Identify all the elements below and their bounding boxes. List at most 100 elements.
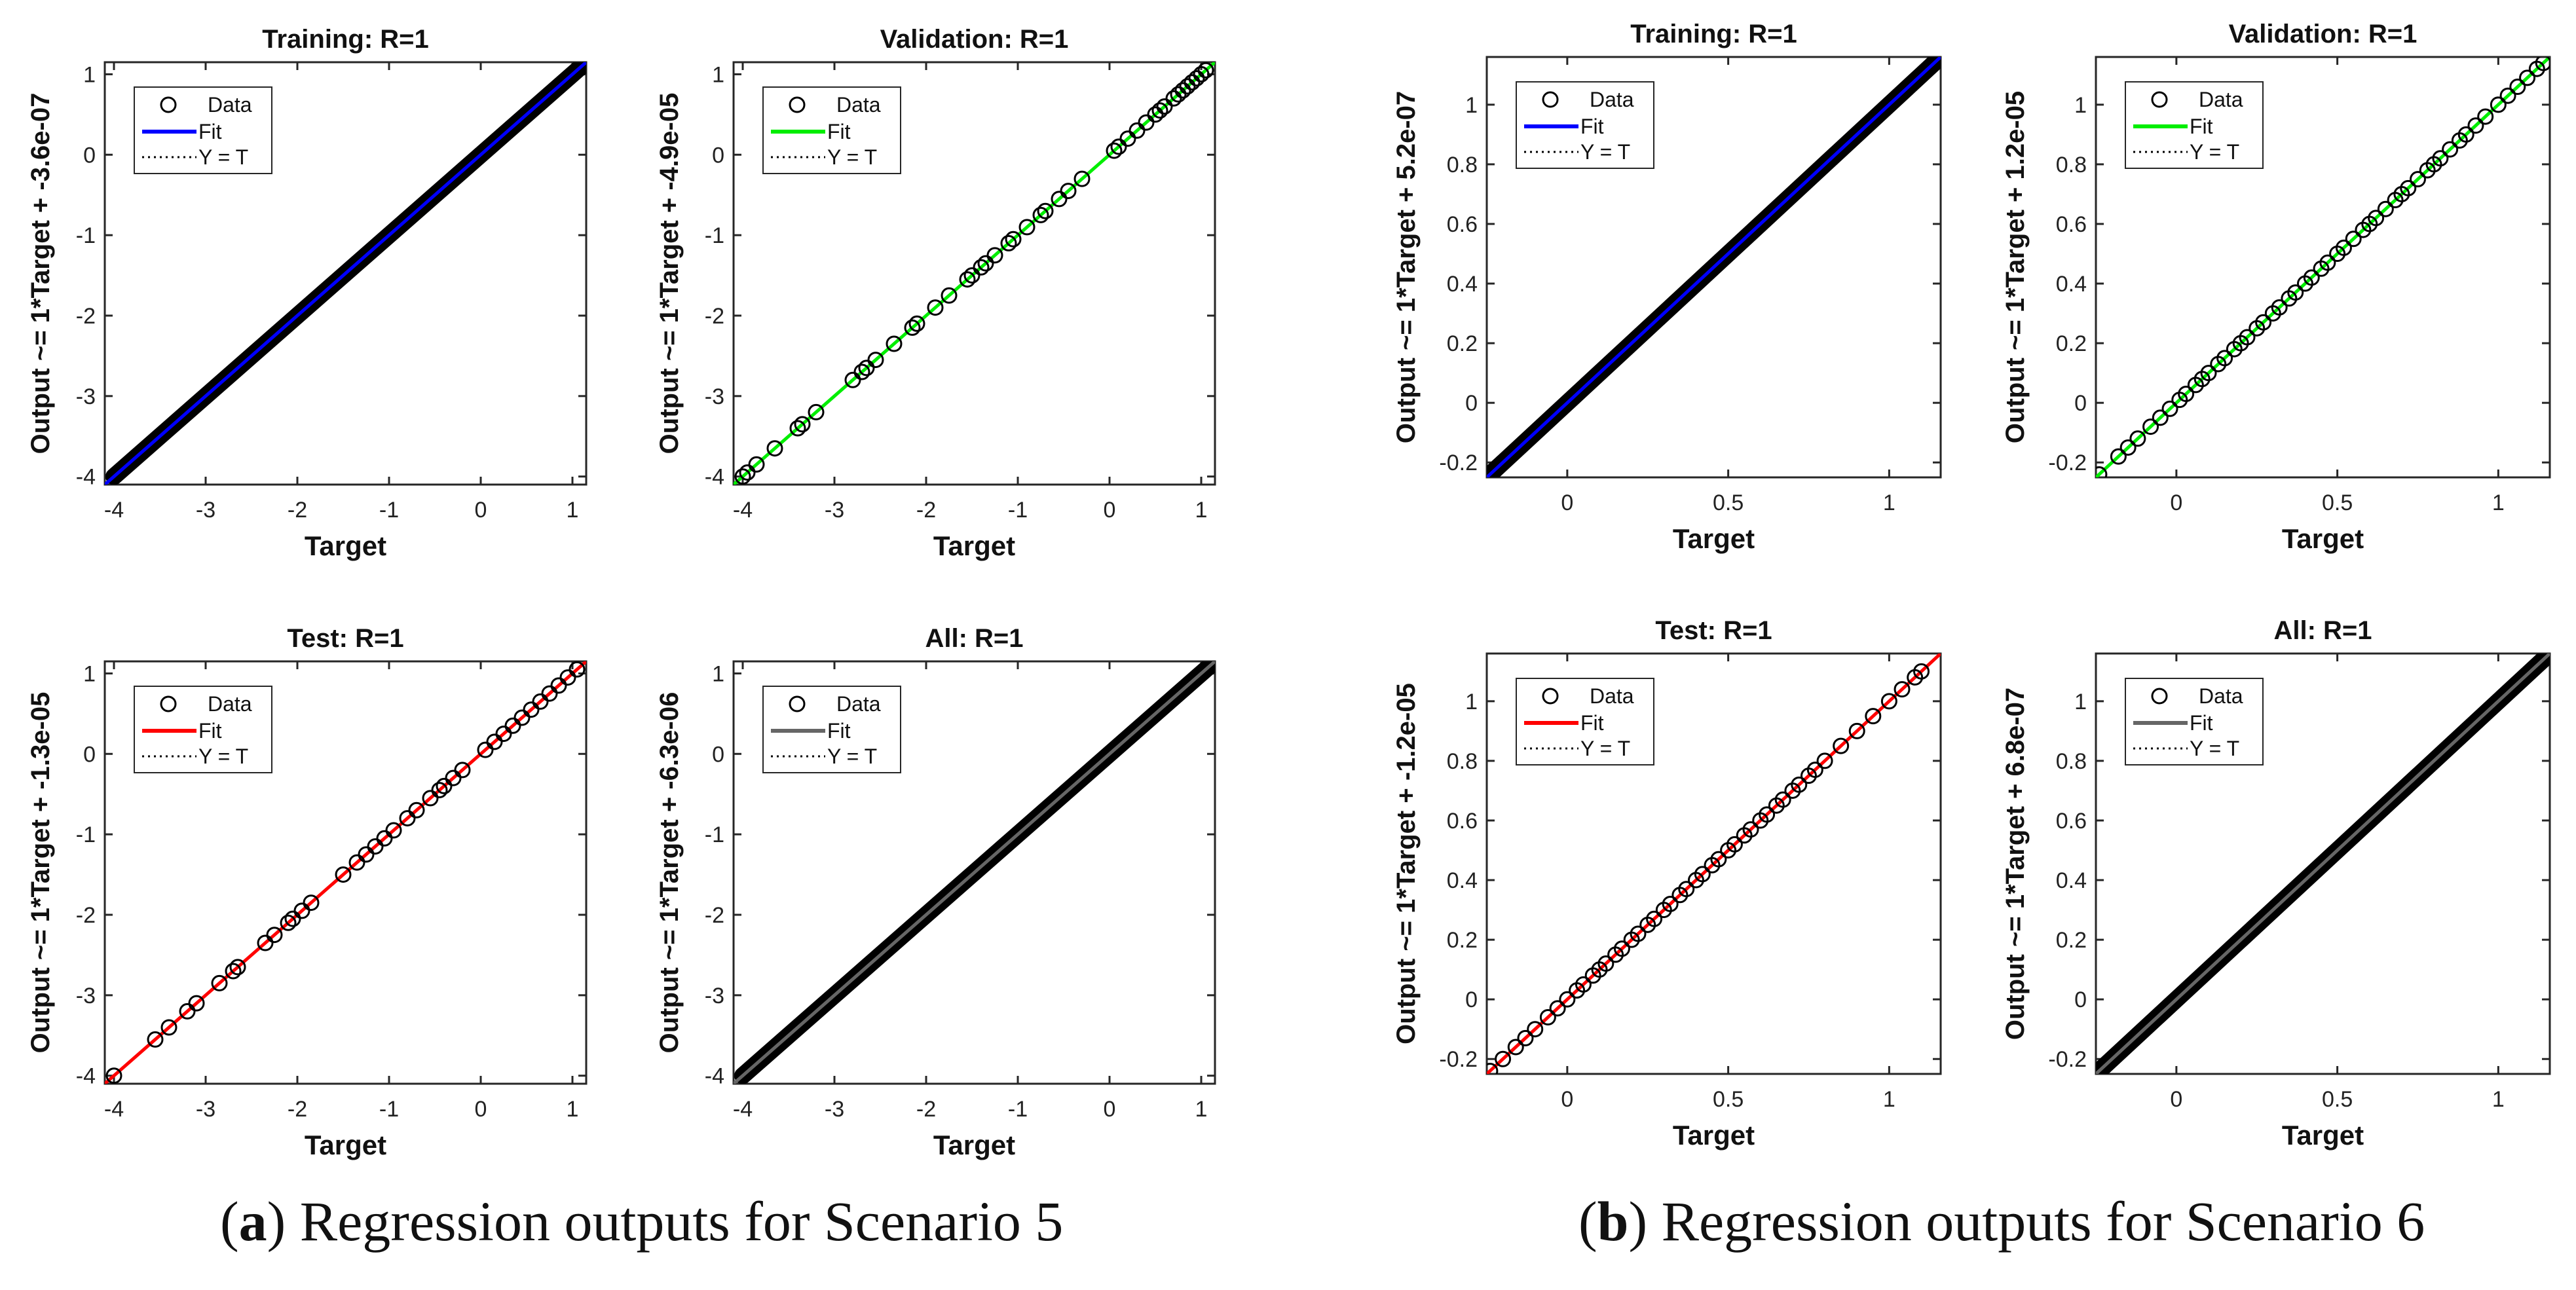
x-tick-label: -1 bbox=[1008, 1097, 1028, 1122]
x-tick-label: -3 bbox=[196, 498, 215, 523]
plot-area bbox=[2096, 654, 2550, 1074]
legend-entry: Fit bbox=[1580, 711, 1604, 735]
y-axis-label: Output ~= 1*Target + 6.8e-07 bbox=[2001, 688, 2030, 1040]
legend-entry: Fit bbox=[2190, 711, 2213, 735]
x-tick-label: -4 bbox=[733, 1097, 753, 1122]
y-tick-label: 0.2 bbox=[1447, 331, 1478, 356]
data-point bbox=[1575, 976, 1592, 993]
data-point bbox=[908, 315, 925, 332]
data-point bbox=[1060, 183, 1077, 200]
fit-line bbox=[105, 62, 586, 485]
x-tick-label: -1 bbox=[379, 1097, 399, 1122]
data-point bbox=[1037, 202, 1054, 219]
data-point bbox=[477, 741, 494, 758]
data-point bbox=[1005, 230, 1022, 248]
x-tick-label: 0.5 bbox=[1713, 490, 1744, 515]
legend-entry: Fit bbox=[198, 719, 222, 743]
x-tick-label: -4 bbox=[733, 498, 753, 523]
data-point bbox=[808, 403, 825, 420]
x-axis-label: Target bbox=[1673, 523, 1755, 554]
y-tick-label: -0.2 bbox=[1439, 1047, 1478, 1072]
y-tick-label: -2 bbox=[76, 304, 96, 329]
data-point bbox=[1816, 752, 1833, 769]
y-tick-label: -2 bbox=[705, 903, 724, 928]
plot-area bbox=[734, 661, 1215, 1084]
caption-scenario-5: (a) Regression outputs for Scenario 5 bbox=[220, 1190, 1064, 1253]
legend-entry: Fit bbox=[827, 120, 851, 143]
x-tick-label: -1 bbox=[379, 498, 399, 523]
data-point bbox=[1806, 762, 1823, 779]
regression-panel: Test: R=1 0 0.5 1 -0.2 0 0.2 0.4 0.6 0.8 1 Target Ou… bbox=[1392, 616, 1942, 1151]
data-point bbox=[1774, 791, 1791, 808]
y-tick-label: 0.6 bbox=[1447, 809, 1478, 834]
y-tick-label: -4 bbox=[76, 465, 96, 490]
data-point bbox=[1032, 206, 1049, 223]
data-point bbox=[1170, 86, 1187, 103]
data-point bbox=[303, 894, 320, 912]
data-point bbox=[431, 782, 448, 799]
y-tick-label: 1 bbox=[1465, 690, 1478, 714]
data-point bbox=[348, 854, 365, 871]
legend-entry: Fit bbox=[827, 719, 851, 743]
data-point bbox=[2400, 179, 2417, 196]
x-tick-label: 0 bbox=[2170, 1087, 2182, 1112]
legend-entry: Data bbox=[1590, 684, 1634, 708]
data-point bbox=[1630, 925, 1647, 942]
data-point bbox=[927, 299, 944, 316]
x-tick-label: -3 bbox=[825, 498, 844, 523]
y-tick-label: 0.8 bbox=[2056, 153, 2087, 177]
x-tick-label: 1 bbox=[567, 1097, 579, 1122]
x-tick-label: -4 bbox=[104, 498, 124, 523]
data-point bbox=[408, 802, 425, 819]
data-point bbox=[2442, 141, 2459, 158]
y-axis-label: Output ~= 1*Target + -1.3e-05 bbox=[26, 692, 55, 1054]
data-point bbox=[2178, 386, 2195, 403]
data-point bbox=[2200, 365, 2217, 382]
legend-data-marker bbox=[1542, 91, 1559, 108]
data-point bbox=[1913, 663, 1930, 680]
data-point bbox=[739, 464, 756, 481]
y-tick-label: 0.4 bbox=[1447, 868, 1478, 893]
data-point bbox=[1833, 737, 1850, 754]
y-axis-label: Output ~= 1*Target + -4.9e-05 bbox=[655, 93, 684, 454]
data-point bbox=[1759, 806, 1776, 823]
chart-title: Test: R=1 bbox=[287, 624, 403, 653]
data-point bbox=[229, 959, 246, 976]
regression-panel: Validation: R=1 -4 -3 -2 -1 0 1 -4 -3 -2 -1 0 1 Targe… bbox=[655, 25, 1216, 561]
data-point bbox=[1073, 170, 1091, 187]
data-point bbox=[867, 352, 884, 369]
data-point bbox=[1147, 106, 1164, 123]
y-tick-label: 0.2 bbox=[2056, 331, 2087, 356]
data-point bbox=[376, 830, 393, 847]
data-point bbox=[1174, 82, 1191, 99]
y-tick-label: 1 bbox=[83, 62, 96, 87]
plot-area bbox=[1487, 57, 1941, 477]
x-tick-label: -1 bbox=[1008, 498, 1028, 523]
y-axis-label: Output ~= 1*Target + 1.2e-05 bbox=[2001, 91, 2030, 443]
y-tick-label: 1 bbox=[712, 62, 724, 87]
data-point bbox=[559, 669, 576, 686]
data-point bbox=[2239, 329, 2256, 346]
x-tick-label: 0 bbox=[1561, 490, 1573, 515]
x-tick-label: 1 bbox=[2492, 1087, 2505, 1112]
chart-title: All: R=1 bbox=[925, 624, 1023, 653]
data-point bbox=[748, 456, 765, 473]
data-point bbox=[188, 995, 205, 1012]
data-point bbox=[1726, 836, 1743, 853]
data-point bbox=[2432, 150, 2449, 167]
y-tick-label: -1 bbox=[705, 223, 724, 248]
x-tick-label: 0.5 bbox=[1713, 1087, 1744, 1112]
data-point bbox=[550, 677, 567, 694]
data-point bbox=[2129, 430, 2146, 447]
data-point bbox=[532, 693, 549, 710]
data-point bbox=[1193, 65, 1210, 83]
data-point bbox=[1129, 122, 1146, 139]
data-point bbox=[293, 902, 310, 919]
regression-panel: Training: R=1 -4 -3 -2 -1 0 1 -4 -3 -2 -1 0 1 Target O… bbox=[26, 25, 588, 561]
y-tick-label: -2 bbox=[76, 903, 96, 928]
